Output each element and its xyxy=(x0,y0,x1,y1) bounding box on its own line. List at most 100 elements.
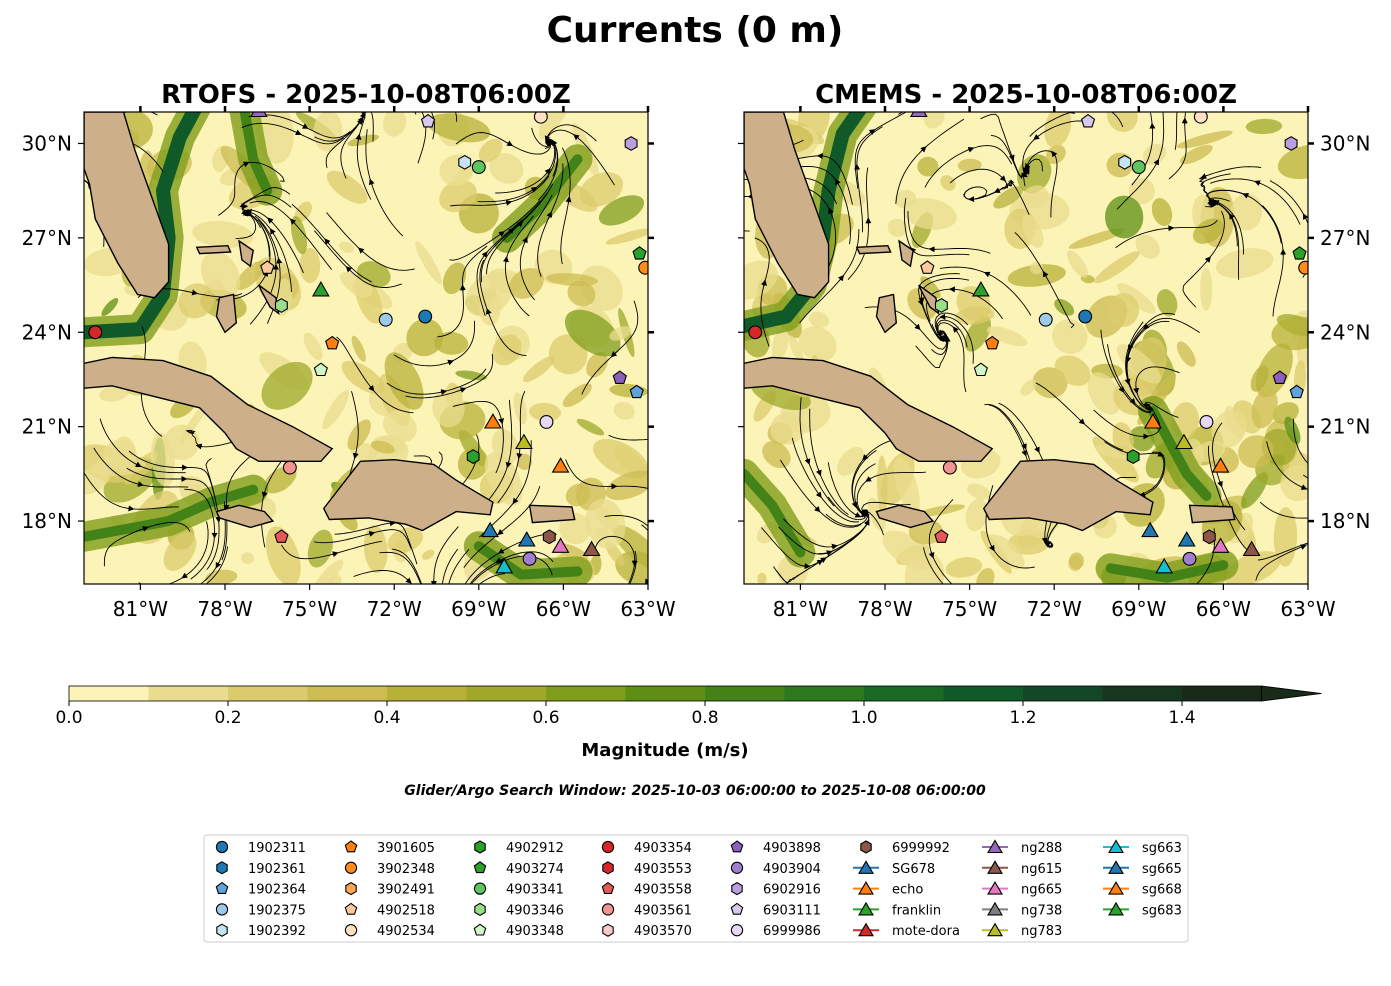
streamline xyxy=(1210,178,1301,225)
streamline xyxy=(594,535,636,584)
marker-echo xyxy=(1211,457,1230,473)
legend-label: sg668 xyxy=(1142,883,1182,898)
magnitude-patch xyxy=(265,526,301,584)
x-tick-label: 63°W xyxy=(620,597,675,621)
current-core xyxy=(1147,405,1212,501)
legend-label: 6903111 xyxy=(763,903,821,918)
y-tick-label: 27°N xyxy=(22,226,72,250)
legend-label: 4902518 xyxy=(377,903,435,918)
streamline xyxy=(1255,543,1308,581)
streamline-arrow xyxy=(1153,158,1159,166)
magnitude-patch xyxy=(762,441,791,469)
legend-marker-1902364 xyxy=(215,881,229,894)
marker-3901605 xyxy=(325,335,340,350)
magnitude-patch xyxy=(1179,144,1213,165)
magnitude-patch xyxy=(384,352,424,410)
streamline xyxy=(441,548,459,584)
land-eleuthera xyxy=(258,284,280,316)
magnitude-patch xyxy=(976,568,995,584)
search-window-note: Glider/Argo Search Window: 2025-10-03 06… xyxy=(404,783,986,799)
streamline-arrow xyxy=(425,594,426,598)
streamline xyxy=(200,501,226,584)
streamline-arrow xyxy=(516,452,523,460)
magnitude-patch xyxy=(867,497,886,532)
streamline xyxy=(221,453,255,561)
magnitude-patch xyxy=(1284,416,1301,445)
marker-6999992 xyxy=(542,529,556,545)
streamline xyxy=(386,368,487,395)
legend-marker-sg668 xyxy=(1108,881,1124,895)
streamline-arrow xyxy=(276,257,283,265)
streamline-arrow xyxy=(547,141,554,148)
magnitude-patch xyxy=(917,504,966,517)
streamline-arrow xyxy=(181,572,188,579)
streamline xyxy=(504,215,534,317)
streamline-arrow xyxy=(242,161,250,168)
x-tick-label: 66°W xyxy=(536,597,591,621)
streamline xyxy=(486,183,553,275)
legend-label: 1902311 xyxy=(248,841,306,856)
streamline xyxy=(437,245,488,338)
streamline-arrow xyxy=(565,196,572,204)
streamline xyxy=(128,450,216,499)
legend-label: 3902491 xyxy=(377,883,435,898)
streamline xyxy=(604,515,648,584)
streamline-arrow xyxy=(481,251,488,258)
streamline xyxy=(1206,189,1282,244)
legend-marker-SG678 xyxy=(858,860,874,874)
marker-1902392 xyxy=(458,154,472,170)
streamline xyxy=(1100,329,1153,413)
colorbar-tick-label: 0.8 xyxy=(691,708,718,728)
streamline xyxy=(314,230,402,288)
legend-label: 4903553 xyxy=(634,862,692,877)
streamline xyxy=(519,194,553,301)
streamline-arrow xyxy=(1128,344,1134,352)
y-tick-label: 21°N xyxy=(1320,415,1370,439)
streamline-arrow xyxy=(1124,377,1131,386)
streamline-arrow xyxy=(1357,485,1358,489)
magnitude-patch xyxy=(478,138,503,163)
marker-ng783 xyxy=(515,433,533,450)
magnitude-patch xyxy=(312,559,344,584)
streamline-arrow xyxy=(914,323,921,331)
map-frame xyxy=(83,111,649,585)
magnitude-patch xyxy=(455,370,487,381)
streamline-arrow xyxy=(142,526,149,532)
streamline-arrow xyxy=(345,266,353,273)
marker-4903348 xyxy=(313,362,328,377)
streamline xyxy=(249,201,333,270)
land-abaco xyxy=(898,239,914,268)
streamline xyxy=(799,397,835,507)
streamline-arrow xyxy=(421,584,423,588)
streamline-arrow xyxy=(459,387,467,393)
streamline xyxy=(452,400,504,474)
streamline-arrow xyxy=(497,528,504,536)
streamline-arrow xyxy=(191,289,199,296)
streamline xyxy=(847,167,869,280)
streamline-arrow xyxy=(828,207,834,215)
magnitude-patch xyxy=(538,112,573,140)
streamline xyxy=(392,548,423,584)
magnitude-patch xyxy=(1176,341,1196,367)
marker-1902311 xyxy=(418,309,433,324)
colorbar-frame xyxy=(68,685,1262,702)
magnitude-patch xyxy=(1280,464,1308,502)
streamline xyxy=(903,198,970,257)
land-jamaica xyxy=(215,504,275,529)
magnitude-patch xyxy=(291,215,307,255)
marker-4903904 xyxy=(1182,551,1197,566)
colorbar: 0.0 0.2 0.4 0.6 0.8 1.0 1.2 1.4 Magnitude (m/s) xyxy=(55,685,1322,761)
magnitude-patch xyxy=(1007,264,1066,287)
magnitude-patch xyxy=(1087,372,1121,415)
streamline xyxy=(241,122,344,145)
streamline xyxy=(1168,112,1187,180)
magnitude-patch xyxy=(163,532,197,571)
streamline xyxy=(361,112,374,142)
marker-4903346 xyxy=(934,298,948,313)
streamline-arrow xyxy=(918,296,925,304)
magnitude-patch xyxy=(1251,388,1278,429)
magnitude-patch xyxy=(576,418,605,436)
legend-label: ng665 xyxy=(1021,883,1062,898)
colorbar-label: Magnitude (m/s) xyxy=(581,740,748,761)
streamline-arrow xyxy=(989,544,995,552)
